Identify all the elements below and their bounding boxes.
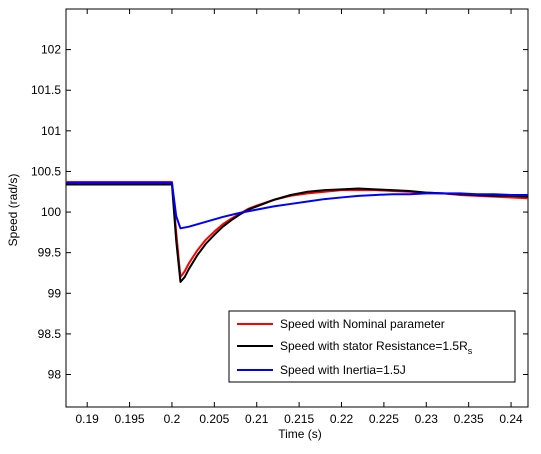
y-tick-label: 100 [41,205,61,219]
x-tick-label: 0.215 [284,412,314,426]
legend-label-2: Speed with stator Resistance=1.5Rs [280,339,473,356]
x-tick-label: 0.205 [199,412,229,426]
series-group [66,181,528,283]
x-tick-label: 0.24 [499,412,523,426]
y-tick-label: 101 [41,124,61,138]
y-tick-label: 101.5 [31,83,61,97]
x-axis-label: Time (s) [278,427,322,441]
x-tick-label: 0.21 [245,412,269,426]
legend-label-subscript: s [468,346,473,356]
y-axis-label: Speed (rad/s) [6,174,20,247]
x-tick-label: 0.2 [164,412,181,426]
x-tick-label: 0.195 [115,412,145,426]
legend-label-3: Speed with Inertia=1.5J [280,363,406,377]
y-tick-label: 98.5 [38,327,62,341]
y-tick-label: 100.5 [31,164,61,178]
x-tick-label: 0.19 [76,412,100,426]
series-line-3 [66,181,528,230]
legend-box [228,310,516,383]
x-tick-label: 0.225 [369,412,399,426]
y-tick-label: 98 [48,368,62,382]
legend-label-1: Speed with Nominal parameter [280,317,445,331]
y-tick-label: 99 [48,286,62,300]
x-tick-label: 0.235 [454,412,484,426]
plot-area: 0.19 0.195 0.2 0.205 0.21 0.215 0.22 0.225 0.23 0… [31,8,529,426]
y-tick-label: 102 [41,43,61,57]
x-tick-label: 0.23 [415,412,439,426]
x-tick-label: 0.22 [330,412,354,426]
y-tick-label: 99.5 [38,246,62,260]
